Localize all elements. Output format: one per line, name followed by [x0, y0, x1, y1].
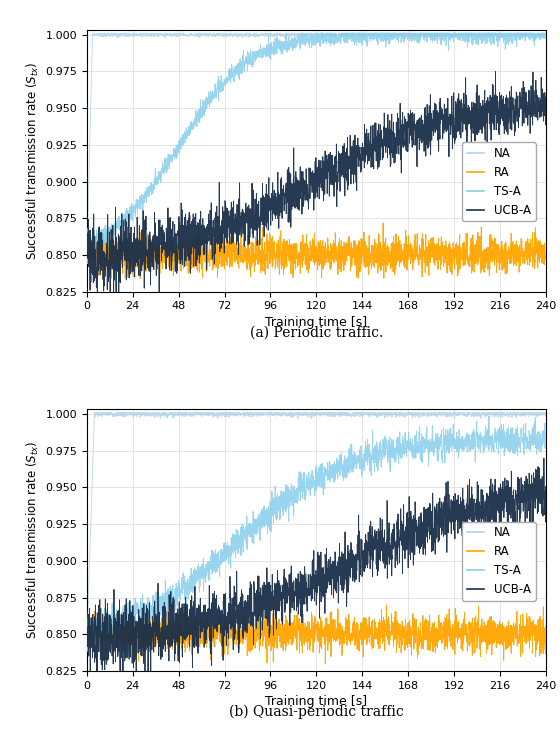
Legend: NA, RA, TS-A, UCB-A: NA, RA, TS-A, UCB-A: [462, 522, 535, 601]
Text: (a) Periodic traffic.: (a) Periodic traffic.: [250, 326, 383, 340]
Y-axis label: Successful transmission rate ($S_{tx}$): Successful transmission rate ($S_{tx}$): [25, 62, 41, 260]
X-axis label: Training time [s]: Training time [s]: [265, 316, 367, 329]
Text: (b) Quasi-periodic traffic: (b) Quasi-periodic traffic: [229, 705, 404, 719]
Legend: NA, RA, TS-A, UCB-A: NA, RA, TS-A, UCB-A: [462, 143, 535, 222]
Y-axis label: Successful transmission rate ($S_{tx}$): Successful transmission rate ($S_{tx}$): [25, 441, 41, 639]
X-axis label: Training time [s]: Training time [s]: [265, 695, 367, 708]
